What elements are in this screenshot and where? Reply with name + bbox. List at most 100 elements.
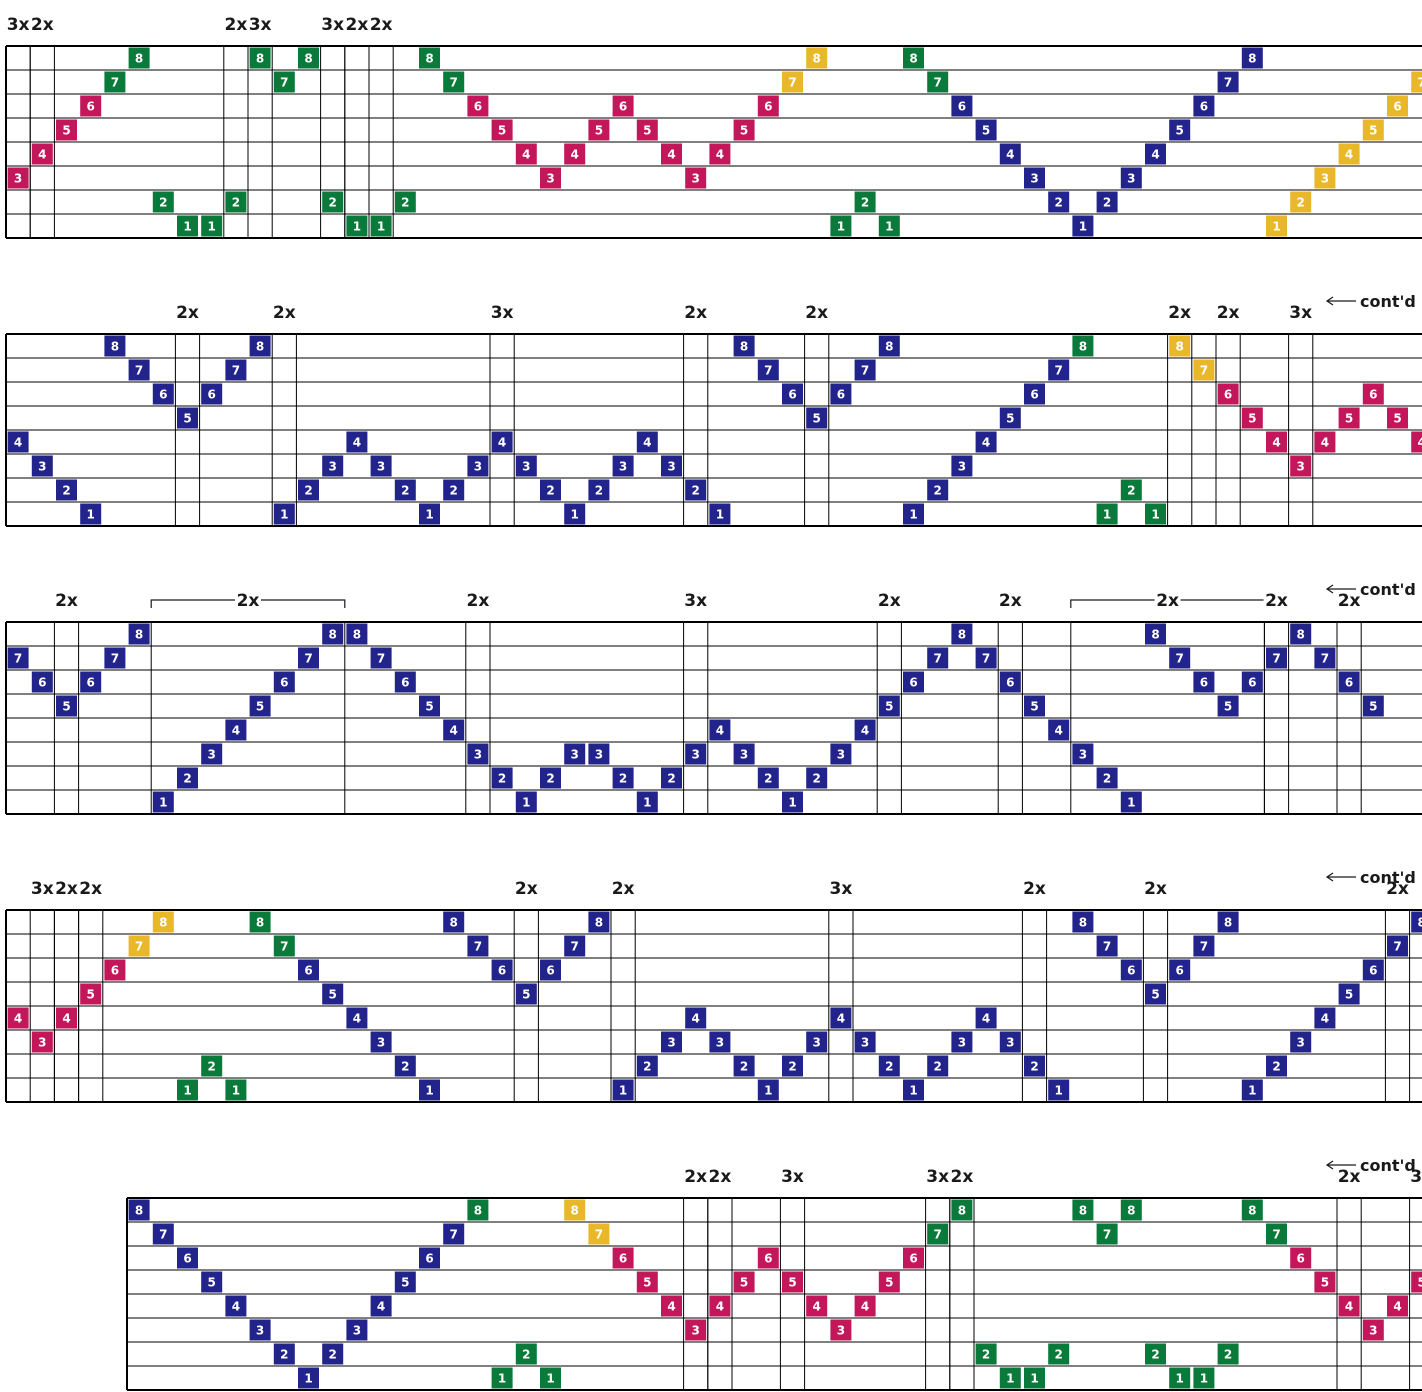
note-square: 1 [903, 1079, 924, 1101]
note-cell [1072, 335, 1094, 357]
note-square: 2 [588, 479, 610, 501]
note-cell [709, 503, 731, 525]
note-cell [1048, 359, 1070, 381]
note-cell [515, 983, 537, 1005]
staff-system-5: 2x2x3x3x2x2x3xcont'd87654321234567812187… [126, 1156, 1422, 1391]
note-number: 2 [934, 484, 942, 498]
note-square: 4 [515, 143, 537, 165]
note-number: 8 [1176, 340, 1184, 354]
note-cell [806, 407, 828, 429]
contd-label: cont'd [1360, 292, 1416, 311]
note-number: 2 [1151, 1348, 1159, 1362]
note-number: 7 [280, 76, 288, 90]
note-number: 3 [1297, 1036, 1305, 1050]
note-cell [878, 1271, 900, 1293]
repeat-label-bg [1384, 876, 1411, 898]
note-cell [1217, 1343, 1239, 1365]
note-square: 5 [1145, 983, 1166, 1005]
note-square: 5 [636, 119, 658, 141]
note-square: 7 [273, 935, 295, 957]
note-number: 6 [1006, 676, 1014, 690]
note-number: 7 [14, 652, 22, 666]
note-number: 6 [837, 388, 845, 402]
note-cell [685, 1319, 707, 1341]
note-cell [1362, 695, 1384, 717]
note-square: 7 [757, 359, 779, 381]
note-square: 1 [298, 1367, 319, 1389]
note-number: 4 [982, 1012, 990, 1026]
note-square: 6 [612, 1247, 634, 1269]
note-number: 8 [450, 916, 458, 930]
note-cell [806, 1031, 828, 1053]
note-square: 5 [733, 1271, 755, 1293]
repeat-label-bg [235, 588, 261, 610]
note-number: 1 [87, 508, 95, 522]
note-square: 8 [467, 1199, 489, 1221]
note-number: 5 [208, 1276, 216, 1290]
note-number: 8 [329, 628, 337, 642]
note-cell [249, 1319, 271, 1341]
note-square: 1 [273, 503, 295, 525]
note-number: 5 [1176, 124, 1184, 138]
note-number: 5 [595, 124, 603, 138]
note-number: 3 [208, 748, 216, 762]
note-cell [1241, 47, 1263, 69]
repeat-label-bg [53, 876, 80, 898]
note-number: 2 [159, 196, 167, 210]
note-square: 7 [927, 647, 949, 669]
note-cell [491, 119, 513, 141]
note-cell [1217, 695, 1239, 717]
note-cell [782, 1055, 803, 1077]
note-cell [152, 383, 174, 405]
note-square: 7 [1217, 71, 1239, 93]
note-square: 4 [1338, 143, 1360, 165]
note-cell [636, 791, 658, 813]
note-number: 8 [958, 628, 966, 642]
note-number: 4 [498, 436, 506, 450]
note-cell [540, 767, 561, 789]
note-number: 1 [909, 508, 917, 522]
note-square: 6 [298, 959, 319, 981]
note-number: 6 [1200, 676, 1208, 690]
note-square: 2 [1290, 191, 1312, 213]
note-number: 1 [546, 1372, 554, 1386]
note-square: 1 [1048, 1079, 1070, 1101]
note-number: 2 [1103, 196, 1111, 210]
note-square: 5 [1217, 695, 1239, 717]
note-number: 1 [498, 1372, 506, 1386]
note-cell [1120, 959, 1142, 981]
note-square: 3 [1024, 167, 1045, 189]
repeat-label-bg [29, 12, 56, 34]
note-square: 8 [1411, 911, 1422, 933]
note-cell [1217, 383, 1239, 405]
note-square: 1 [515, 791, 537, 813]
note-square: 4 [685, 1007, 707, 1029]
note-square: 3 [515, 455, 537, 477]
repeat-count-label: 3x [926, 1167, 949, 1187]
note-square: 3 [661, 1031, 682, 1053]
note-cell [1048, 191, 1070, 213]
note-number: 3 [692, 1324, 700, 1338]
note-number: 3 [377, 1036, 385, 1050]
note-cell [999, 407, 1021, 429]
note-cell [273, 671, 295, 693]
note-number: 6 [1248, 676, 1256, 690]
note-cell [515, 455, 537, 477]
note-cell [878, 1055, 900, 1077]
repeat-count-label: 2x [515, 879, 538, 899]
note-cell [975, 119, 997, 141]
note-number: 5 [256, 700, 264, 714]
note-square: 2 [322, 1343, 344, 1365]
note-number: 3 [1006, 1036, 1014, 1050]
note-square: 6 [951, 95, 973, 117]
note-cell [128, 623, 150, 645]
note-cell [999, 1367, 1021, 1389]
contd-arrowhead-icon [1325, 584, 1334, 594]
note-cell [201, 383, 223, 405]
note-square: 3 [31, 1031, 53, 1053]
note-square: 5 [782, 1271, 803, 1293]
note-cell [1169, 119, 1191, 141]
note-number: 5 [1248, 412, 1256, 426]
